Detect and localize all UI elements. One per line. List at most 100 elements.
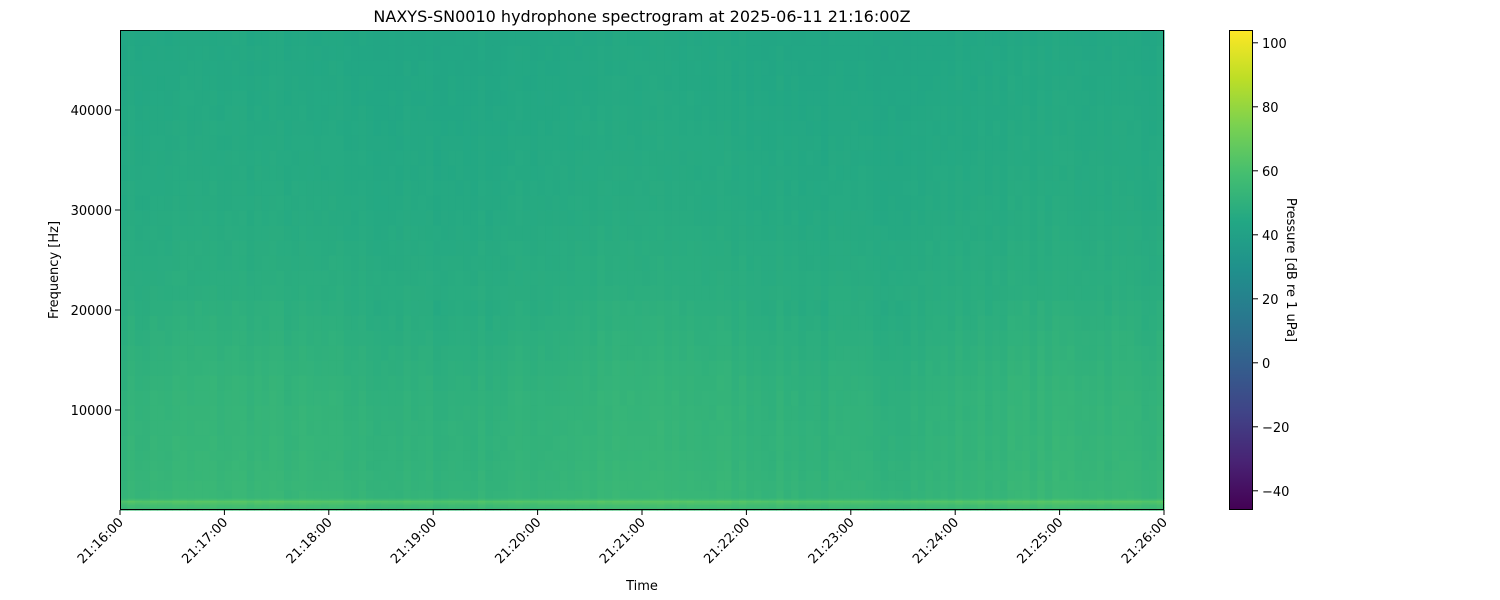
heatmap-cell: [455, 165, 464, 181]
heatmap-cell: [686, 507, 695, 511]
heatmap-cell: [306, 504, 315, 508]
heatmap-cell: [1081, 405, 1091, 421]
heatmap-cell: [686, 405, 695, 421]
heatmap-cell: [679, 165, 688, 181]
heatmap-cell: [738, 225, 747, 241]
heatmap-cell: [470, 460, 479, 471]
heatmap-cell: [328, 507, 337, 511]
heatmap-cell: [1149, 507, 1158, 511]
heatmap-cell: [776, 210, 785, 226]
heatmap-cell: [813, 285, 822, 301]
heatmap-cell: [343, 60, 352, 76]
heatmap-cell: [485, 255, 494, 271]
heatmap-cell: [492, 460, 501, 471]
heatmap-cell: [955, 120, 964, 136]
heatmap-cell: [306, 315, 315, 331]
heatmap-cell: [537, 315, 546, 331]
heatmap-cell: [134, 180, 143, 196]
heatmap-cell: [284, 504, 293, 508]
heatmap-cell: [1037, 285, 1046, 301]
heatmap-cell: [761, 135, 770, 151]
heatmap-cell: [746, 420, 755, 436]
heatmap-cell: [962, 225, 971, 241]
heatmap-cell: [351, 504, 360, 508]
heatmap-cell: [731, 285, 740, 301]
heatmap-cell: [977, 195, 986, 211]
heatmap-cell: [910, 500, 919, 503]
heatmap-cell: [522, 60, 531, 76]
heatmap-cell: [440, 270, 449, 286]
heatmap-cell: [932, 105, 941, 121]
heatmap-cell: [522, 270, 531, 286]
heatmap-cell: [328, 405, 337, 421]
heatmap-cell: [724, 120, 733, 136]
heatmap-cell: [209, 210, 218, 226]
heatmap-cell: [261, 435, 270, 451]
heatmap-cell: [1067, 405, 1076, 421]
heatmap-cell: [276, 300, 285, 316]
heatmap-cell: [731, 420, 740, 436]
heatmap-cell: [716, 498, 725, 501]
heatmap-cell: [671, 270, 680, 286]
heatmap-cell: [321, 390, 330, 406]
heatmap-cell: [224, 480, 233, 491]
heatmap-cell: [343, 480, 352, 491]
heatmap-cell: [1141, 225, 1150, 241]
heatmap-cell: [567, 195, 576, 211]
heatmap-cell: [477, 165, 486, 181]
heatmap-cell: [209, 285, 218, 301]
heatmap-cell: [343, 270, 352, 286]
heatmap-cell: [134, 450, 143, 461]
heatmap-cell: [1126, 470, 1135, 481]
heatmap-cell: [537, 210, 546, 226]
heatmap-cell: [858, 180, 867, 196]
heatmap-cell: [142, 195, 151, 211]
heatmap-cell: [134, 165, 143, 181]
heatmap-cell: [209, 240, 218, 256]
heatmap-cell: [597, 75, 606, 91]
heatmap-cell: [634, 450, 643, 461]
heatmap-cell: [1096, 210, 1105, 226]
heatmap-cell: [1141, 460, 1150, 471]
heatmap-cell: [1014, 345, 1023, 361]
heatmap-cell: [873, 405, 882, 421]
heatmap-cell: [992, 120, 1001, 136]
heatmap-cell: [925, 498, 934, 501]
heatmap-cell: [917, 90, 926, 106]
heatmap-cell: [947, 502, 956, 505]
heatmap-cell: [418, 470, 427, 481]
heatmap-cell: [1007, 360, 1016, 376]
heatmap-cell: [321, 225, 330, 241]
heatmap-cell: [127, 270, 136, 286]
heatmap-cell: [1089, 504, 1098, 508]
heatmap-cell: [656, 225, 665, 241]
heatmap-cell: [567, 270, 576, 286]
heatmap-cell: [999, 150, 1008, 166]
heatmap-cell: [425, 255, 434, 271]
heatmap-cell: [321, 240, 330, 256]
heatmap-cell: [216, 470, 225, 481]
heatmap-cell: [761, 460, 770, 471]
heatmap-cell: [970, 270, 979, 286]
heatmap-cell: [395, 330, 404, 346]
heatmap-cell: [903, 330, 912, 346]
heatmap-cell: [1052, 180, 1061, 196]
heatmap-cell: [671, 255, 680, 271]
heatmap-cell: [828, 300, 837, 316]
heatmap-cell: [649, 120, 658, 136]
heatmap-cell: [500, 90, 509, 106]
heatmap-cell: [1141, 315, 1150, 331]
heatmap-cell: [634, 225, 643, 241]
heatmap-cell: [321, 270, 330, 286]
heatmap-cell: [1007, 165, 1016, 181]
heatmap-cell: [724, 500, 733, 503]
heatmap-cell: [231, 345, 240, 361]
heatmap-cell: [768, 500, 777, 503]
heatmap-cell: [216, 270, 225, 286]
heatmap-cell: [1022, 480, 1031, 491]
heatmap-cell: [500, 105, 509, 121]
heatmap-cell: [134, 420, 143, 436]
heatmap-cell: [291, 390, 300, 406]
heatmap-cell: [873, 225, 882, 241]
heatmap-cell: [254, 195, 263, 211]
